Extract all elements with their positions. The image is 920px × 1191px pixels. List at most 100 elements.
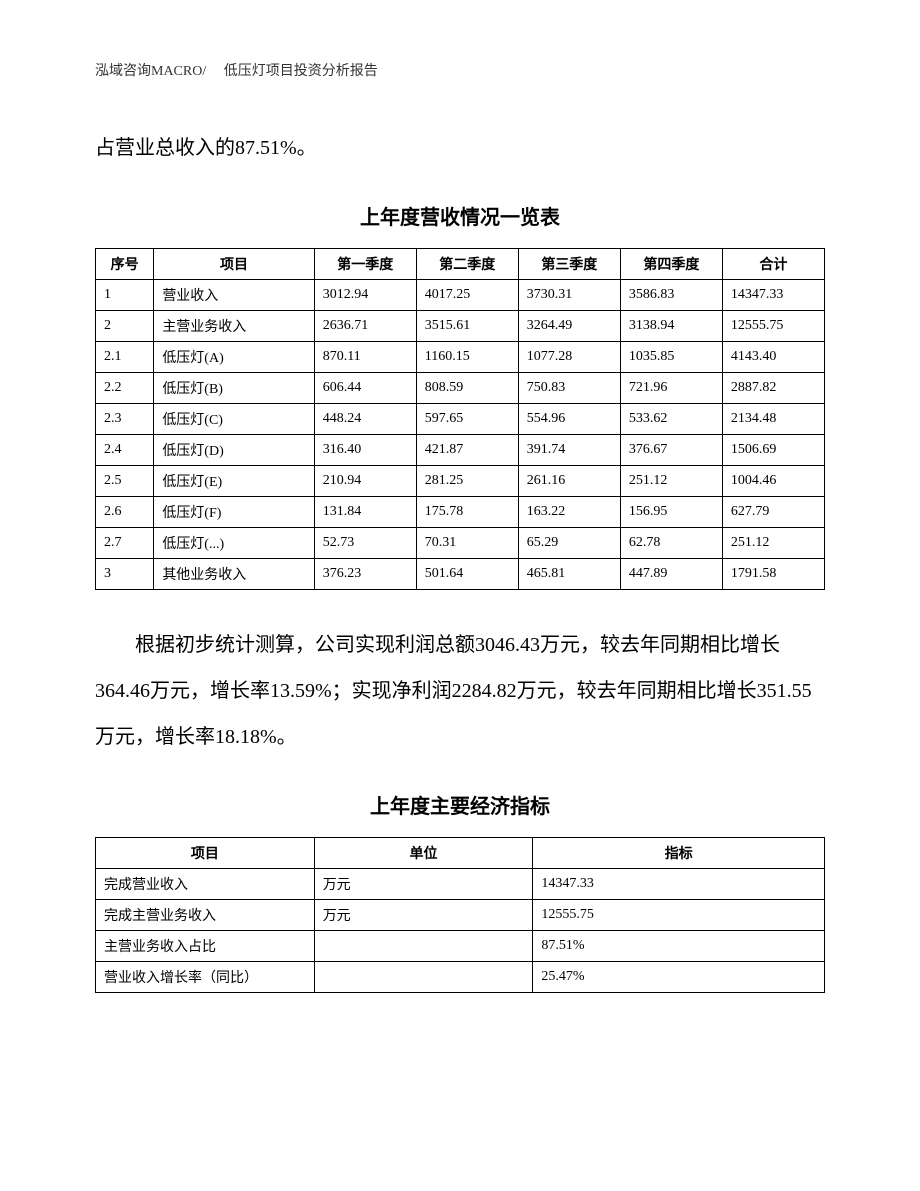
table-cell: 281.25	[416, 466, 518, 497]
table-cell: 2.1	[96, 342, 154, 373]
table-cell: 2636.71	[314, 311, 416, 342]
table-cell: 3264.49	[518, 311, 620, 342]
table-cell: 65.29	[518, 528, 620, 559]
table-cell: 87.51%	[533, 931, 825, 962]
table2-title: 上年度主要经济指标	[95, 790, 825, 819]
table-cell: 721.96	[620, 373, 722, 404]
table-cell: 万元	[314, 900, 533, 931]
table-cell: 2.3	[96, 404, 154, 435]
table-cell: 3586.83	[620, 280, 722, 311]
table-row: 2.5低压灯(E)210.94281.25261.16251.121004.46	[96, 466, 825, 497]
table-cell	[314, 931, 533, 962]
table-cell: 3515.61	[416, 311, 518, 342]
table-cell: 52.73	[314, 528, 416, 559]
table-cell: 低压灯(F)	[154, 497, 314, 528]
table-cell: 447.89	[620, 559, 722, 590]
page-header: 泓域咨询MACRO/ 低压灯项目投资分析报告	[95, 60, 825, 80]
table-cell: 3730.31	[518, 280, 620, 311]
table-cell: 完成营业收入	[96, 869, 315, 900]
table-cell: 营业收入增长率（同比）	[96, 962, 315, 993]
table-cell: 70.31	[416, 528, 518, 559]
indicator-table: 项目 单位 指标 完成营业收入万元14347.33完成主营业务收入万元12555…	[95, 837, 825, 993]
table-cell: 3138.94	[620, 311, 722, 342]
table-cell: 1004.46	[722, 466, 824, 497]
table-cell: 1791.58	[722, 559, 824, 590]
table-cell: 2.4	[96, 435, 154, 466]
table-row: 2.4低压灯(D)316.40421.87391.74376.671506.69	[96, 435, 825, 466]
table-cell: 低压灯(B)	[154, 373, 314, 404]
table2-col-0: 项目	[96, 838, 315, 869]
table-cell: 25.47%	[533, 962, 825, 993]
table-row: 主营业务收入占比 87.51%	[96, 931, 825, 962]
table-row: 营业收入增长率（同比） 25.47%	[96, 962, 825, 993]
table-cell: 3012.94	[314, 280, 416, 311]
table-cell: 421.87	[416, 435, 518, 466]
table-cell: 1	[96, 280, 154, 311]
table-cell: 低压灯(D)	[154, 435, 314, 466]
table-cell: 12555.75	[722, 311, 824, 342]
table1-col-2: 第一季度	[314, 249, 416, 280]
table-cell: 501.64	[416, 559, 518, 590]
table-cell: 554.96	[518, 404, 620, 435]
table-cell: 251.12	[722, 528, 824, 559]
table-row: 2.7低压灯(...)52.7370.3165.2962.78251.12	[96, 528, 825, 559]
table-row: 3其他业务收入376.23501.64465.81447.891791.58	[96, 559, 825, 590]
table2-col-2: 指标	[533, 838, 825, 869]
table-cell: 597.65	[416, 404, 518, 435]
table-row: 完成主营业务收入万元12555.75	[96, 900, 825, 931]
table-cell: 62.78	[620, 528, 722, 559]
table1-title: 上年度营收情况一览表	[95, 201, 825, 230]
table-cell: 750.83	[518, 373, 620, 404]
table-cell: 2.6	[96, 497, 154, 528]
revenue-table: 序号 项目 第一季度 第二季度 第三季度 第四季度 合计 1营业收入3012.9…	[95, 248, 825, 590]
table2-header-row: 项目 单位 指标	[96, 838, 825, 869]
table-cell: 316.40	[314, 435, 416, 466]
table-cell: 3	[96, 559, 154, 590]
table-row: 2.1低压灯(A)870.111160.151077.281035.854143…	[96, 342, 825, 373]
table-cell: 251.12	[620, 466, 722, 497]
table-cell: 376.23	[314, 559, 416, 590]
paragraph-2: 根据初步统计测算，公司实现利润总额3046.43万元，较去年同期相比增长364.…	[95, 622, 825, 760]
paragraph-1: 占营业总收入的87.51%。	[95, 125, 825, 171]
table-cell: 606.44	[314, 373, 416, 404]
table-cell: 2887.82	[722, 373, 824, 404]
table-cell: 391.74	[518, 435, 620, 466]
table1-col-3: 第二季度	[416, 249, 518, 280]
table-cell: 376.67	[620, 435, 722, 466]
table-row: 1营业收入3012.944017.253730.313586.8314347.3…	[96, 280, 825, 311]
table-row: 2.6低压灯(F)131.84175.78163.22156.95627.79	[96, 497, 825, 528]
table-cell: 2	[96, 311, 154, 342]
table1-col-6: 合计	[722, 249, 824, 280]
table-cell: 低压灯(...)	[154, 528, 314, 559]
table-cell: 1160.15	[416, 342, 518, 373]
table-cell: 主营业务收入	[154, 311, 314, 342]
table-cell: 175.78	[416, 497, 518, 528]
table-cell: 1506.69	[722, 435, 824, 466]
table2-col-1: 单位	[314, 838, 533, 869]
table-cell: 14347.33	[533, 869, 825, 900]
table-cell: 万元	[314, 869, 533, 900]
table-cell: 1077.28	[518, 342, 620, 373]
table-cell: 12555.75	[533, 900, 825, 931]
table-cell: 808.59	[416, 373, 518, 404]
table-cell: 870.11	[314, 342, 416, 373]
table-cell: 4017.25	[416, 280, 518, 311]
table-cell: 低压灯(E)	[154, 466, 314, 497]
table1-col-4: 第三季度	[518, 249, 620, 280]
table-cell	[314, 962, 533, 993]
table-cell: 营业收入	[154, 280, 314, 311]
table1-col-1: 项目	[154, 249, 314, 280]
table-cell: 533.62	[620, 404, 722, 435]
table-cell: 低压灯(C)	[154, 404, 314, 435]
table-cell: 448.24	[314, 404, 416, 435]
table-cell: 465.81	[518, 559, 620, 590]
table-row: 2.3低压灯(C)448.24597.65554.96533.622134.48	[96, 404, 825, 435]
table-cell: 131.84	[314, 497, 416, 528]
table-cell: 261.16	[518, 466, 620, 497]
table-cell: 2.7	[96, 528, 154, 559]
table-cell: 主营业务收入占比	[96, 931, 315, 962]
table-cell: 163.22	[518, 497, 620, 528]
table-cell: 2.5	[96, 466, 154, 497]
table1-col-0: 序号	[96, 249, 154, 280]
table1-col-5: 第四季度	[620, 249, 722, 280]
